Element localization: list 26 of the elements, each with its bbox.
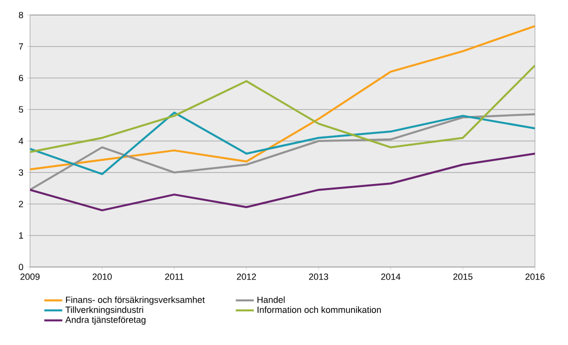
y-tick-label: 3 — [18, 169, 24, 176]
legend-label: Tillverkningsindustri — [65, 306, 144, 315]
legend-label: Finans- och försäkringsverksamhet — [66, 296, 205, 305]
line-series — [30, 64, 535, 154]
line-series — [30, 112, 535, 176]
x-tick-label: 2011 — [165, 274, 184, 280]
x-tick-label: 2010 — [92, 274, 112, 280]
legend-label: Andra tjänsteföretag — [65, 316, 146, 325]
x-tick-label: 2013 — [309, 274, 328, 280]
y-tick-label: 1 — [19, 232, 24, 239]
x-tick-label: 2015 — [453, 274, 472, 280]
x-tick-label: 2014 — [381, 274, 400, 280]
line-series — [30, 152, 535, 212]
y-tick-label: 2 — [18, 200, 24, 208]
x-tick-label: 2012 — [236, 274, 256, 280]
x-tick-label: 2009 — [20, 274, 40, 280]
y-tick-label: 4 — [18, 138, 24, 144]
x-tick-label: 2016 — [525, 274, 545, 280]
y-tick-label: 8 — [18, 12, 24, 18]
y-tick-label: 6 — [18, 74, 24, 82]
y-tick-label: 7 — [18, 43, 24, 50]
legend-label: Information och kommunikation — [258, 306, 381, 313]
legend-label: Handel — [258, 296, 285, 303]
line-series — [30, 25, 535, 170]
y-tick-label: 0 — [18, 264, 24, 270]
y-tick-label: 5 — [18, 106, 24, 113]
